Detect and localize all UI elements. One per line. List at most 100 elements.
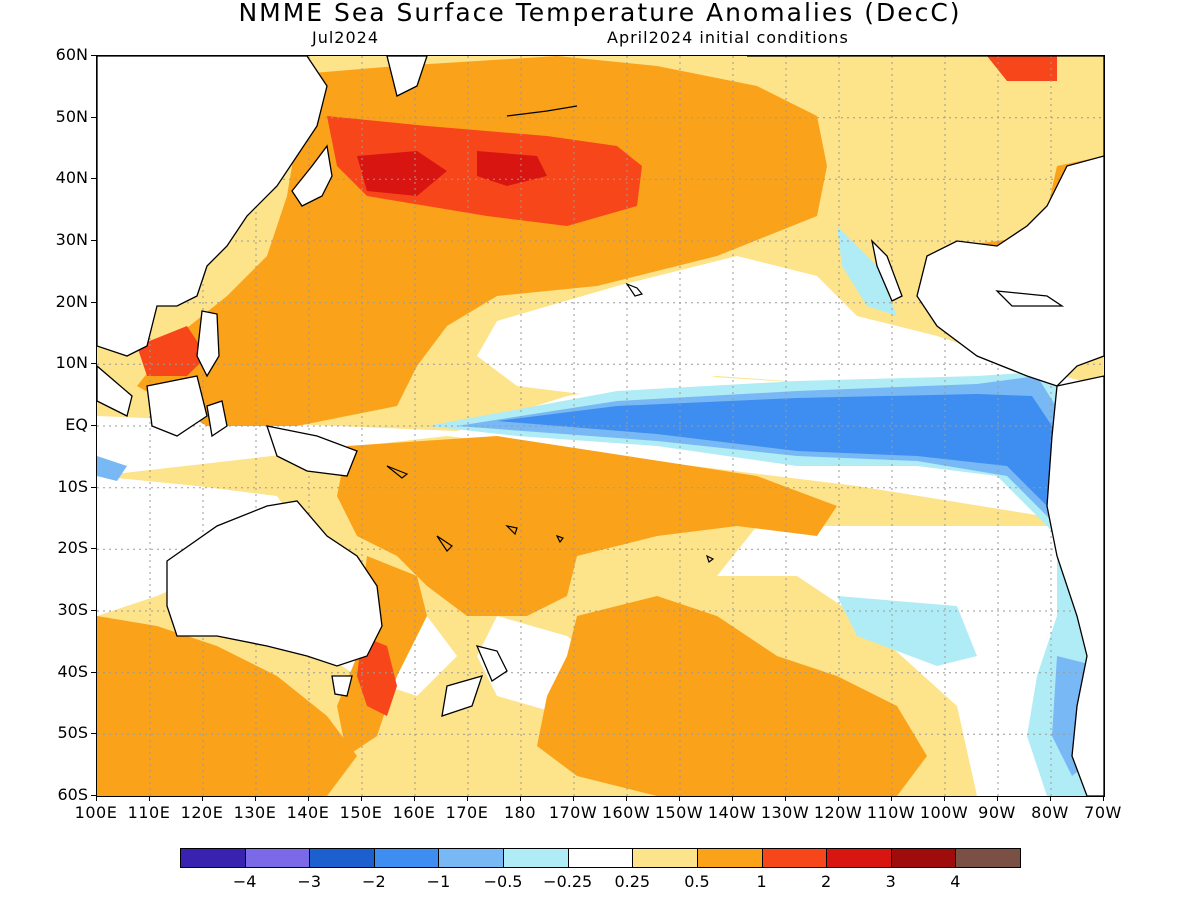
valid-month-label: Jul2024 xyxy=(312,28,380,47)
island-tahiti xyxy=(705,554,715,563)
longitude-label: 110W xyxy=(866,803,916,822)
longitude-tick xyxy=(255,796,256,801)
longitude-tick xyxy=(997,796,998,801)
anomaly-red-north-atlantic xyxy=(987,56,1057,81)
colorbar-label: −0.25 xyxy=(543,872,593,891)
latitude-label: 10N xyxy=(55,353,88,373)
longitude-label: 70W xyxy=(1084,803,1122,822)
sst-anomaly-map xyxy=(96,55,1105,797)
longitude-label: 160E xyxy=(392,803,436,822)
colorbar-swatch xyxy=(180,848,246,868)
latitude-label: 60N xyxy=(55,45,88,64)
latitude-tick xyxy=(91,55,96,56)
latitude-label: 40S xyxy=(57,661,88,681)
longitude-label: 140W xyxy=(707,803,757,822)
latitude-tick xyxy=(91,240,96,241)
land-philippines xyxy=(196,310,220,378)
latitude-label: 60S xyxy=(57,785,88,804)
longitude-tick xyxy=(308,796,309,801)
land-tasmania xyxy=(331,675,353,697)
colorbar-label: −1 xyxy=(426,872,451,891)
latitude-label: 20S xyxy=(57,538,88,558)
latitude-label: 20N xyxy=(55,291,88,311)
latitude-label: 10S xyxy=(57,476,88,496)
land-new-guinea xyxy=(266,425,358,477)
anomaly-red-south-china-sea xyxy=(137,326,207,376)
longitude-tick xyxy=(520,796,521,801)
longitude-tick xyxy=(1050,796,1051,801)
land-japan xyxy=(291,144,333,207)
longitude-label: 150E xyxy=(339,803,383,822)
longitude-tick xyxy=(891,796,892,801)
island-fiji xyxy=(505,525,518,536)
map-title: NMME Sea Surface Temperature Anomalies (… xyxy=(238,0,962,27)
longitude-tick xyxy=(202,796,203,801)
anomaly-layer-2-3 xyxy=(357,151,547,196)
anomaly-orange-south-central xyxy=(537,596,927,796)
neutral-east-south xyxy=(717,526,1104,796)
longitude-tick xyxy=(149,796,150,801)
colorbar-swatch xyxy=(438,848,505,868)
latitude-tick xyxy=(91,178,96,180)
anomaly-layer-minus-1 xyxy=(497,394,1072,506)
land-south-america xyxy=(1046,375,1104,796)
land-kamchatka xyxy=(386,56,428,97)
longitude-label: 160W xyxy=(601,803,651,822)
land-new-zealand-south xyxy=(441,675,484,717)
colorbar-swatch xyxy=(761,848,828,868)
colorbar-label: −2 xyxy=(362,872,386,891)
island-samoa xyxy=(555,534,564,544)
initial-conditions-label: April2024 initial conditions xyxy=(607,28,849,47)
longitude-tick xyxy=(838,796,839,801)
land-new-zealand-north xyxy=(475,645,508,682)
longitude-label: 110E xyxy=(127,803,171,822)
latitude-tick xyxy=(91,116,96,118)
longitude-tick xyxy=(573,796,574,801)
land-sulawesi xyxy=(206,400,228,438)
latitude-tick xyxy=(91,548,96,550)
colorbar-label: −4 xyxy=(232,872,257,891)
longitude-label: 130W xyxy=(760,803,810,822)
map-canvas xyxy=(97,56,1104,796)
neutral-north-central xyxy=(477,256,1057,396)
colorbar-swatch xyxy=(567,848,634,868)
longitude-label: 180 xyxy=(503,803,537,822)
anomaly-darkred-central-north xyxy=(477,151,547,186)
colorbar-swatch xyxy=(955,848,1021,868)
colorbar-swatch xyxy=(890,848,957,868)
longitude-label: 120E xyxy=(180,803,224,822)
longitude-label: 120W xyxy=(813,803,863,822)
longitude-label: 140E xyxy=(286,803,330,822)
island-aleutian xyxy=(506,105,578,117)
anomaly-cyan-california xyxy=(837,226,897,316)
colorbar-swatch xyxy=(696,848,763,868)
anomaly-lightblue-sw-pacific xyxy=(97,456,127,481)
latitude-tick xyxy=(91,301,96,303)
latitude-label: 30S xyxy=(57,600,88,619)
anomaly-darkred-kuroshio xyxy=(357,151,447,196)
anomaly-blue-cold-tongue xyxy=(497,394,1072,506)
latitude-tick xyxy=(91,733,96,735)
longitude-tick xyxy=(96,796,97,801)
longitude-label: 170W xyxy=(548,803,598,822)
island-solomon xyxy=(386,465,409,479)
longitude-tick xyxy=(679,796,680,801)
colorbar-label: 2 xyxy=(821,872,832,891)
latitude-tick xyxy=(91,795,96,796)
latitude-tick xyxy=(91,363,96,365)
colorbar-label: −3 xyxy=(297,872,322,891)
colorbar-swatch xyxy=(373,848,440,868)
longitude-label: 130E xyxy=(233,803,277,822)
land-asia xyxy=(97,56,328,357)
colorbar-swatch xyxy=(826,848,892,868)
colorbar-label: 1 xyxy=(756,872,767,891)
latitude-label: 50N xyxy=(55,106,88,126)
latitude-label: 50S xyxy=(57,723,88,743)
colorbar-swatch xyxy=(503,848,569,868)
colorbar-label: 0.25 xyxy=(614,872,651,891)
colorbar-label: 0.5 xyxy=(684,872,710,891)
latitude-label: 40N xyxy=(55,168,88,188)
islands xyxy=(386,105,715,563)
longitude-label: 100W xyxy=(919,803,969,822)
land-australia xyxy=(166,500,383,667)
